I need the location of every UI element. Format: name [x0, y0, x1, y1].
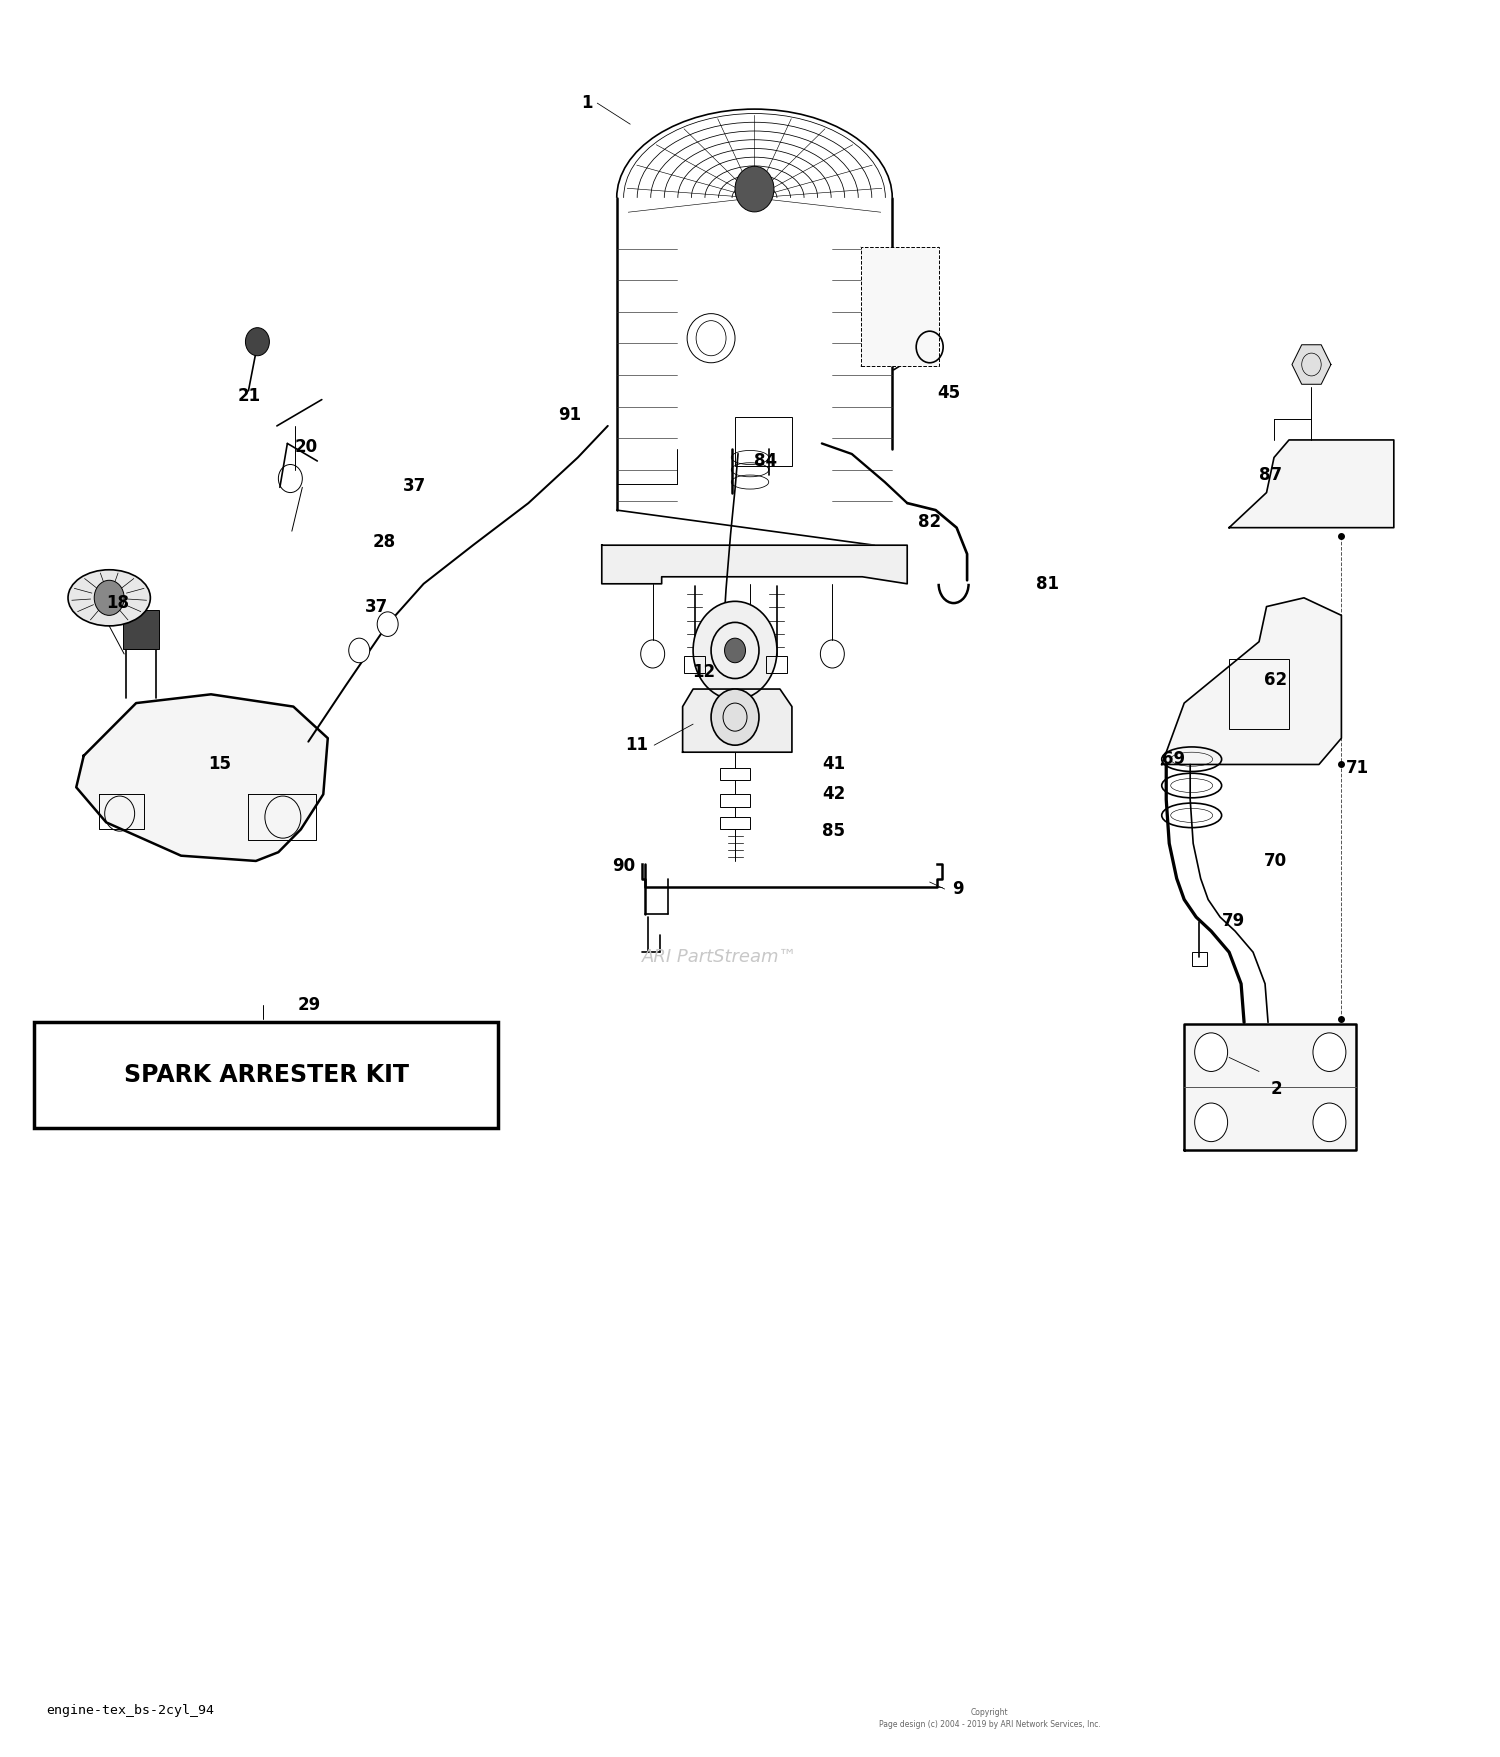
- Circle shape: [348, 638, 369, 662]
- Text: 90: 90: [612, 857, 636, 875]
- Text: 37: 37: [364, 597, 388, 615]
- Text: engine-tex_bs-2cyl_94: engine-tex_bs-2cyl_94: [46, 1704, 214, 1717]
- Circle shape: [1194, 1103, 1227, 1142]
- Bar: [735, 416, 792, 466]
- Text: 11: 11: [626, 736, 648, 754]
- Text: 82: 82: [918, 513, 940, 531]
- Bar: [720, 768, 750, 780]
- Text: 15: 15: [209, 756, 231, 773]
- Text: 79: 79: [1221, 912, 1245, 929]
- Text: SPARK ARRESTER KIT: SPARK ARRESTER KIT: [124, 1063, 410, 1088]
- Polygon shape: [1184, 1024, 1356, 1151]
- Circle shape: [724, 638, 746, 662]
- Text: 20: 20: [296, 437, 318, 457]
- Bar: [720, 817, 750, 829]
- Text: 71: 71: [1346, 759, 1370, 777]
- Text: 37: 37: [402, 476, 426, 494]
- Bar: [34, 1023, 498, 1128]
- Polygon shape: [1292, 344, 1330, 385]
- Text: 21: 21: [238, 387, 261, 406]
- Text: 2: 2: [1270, 1081, 1282, 1098]
- Text: 70: 70: [1263, 852, 1287, 870]
- Text: 9: 9: [952, 880, 963, 898]
- Text: 81: 81: [1036, 575, 1059, 592]
- Circle shape: [1312, 1033, 1346, 1072]
- Text: 1: 1: [582, 95, 592, 112]
- Circle shape: [711, 689, 759, 745]
- Text: 18: 18: [106, 594, 129, 611]
- Text: 69: 69: [1161, 750, 1185, 768]
- Circle shape: [1312, 1103, 1346, 1142]
- Polygon shape: [682, 689, 792, 752]
- Text: 28: 28: [372, 532, 396, 550]
- Text: 84: 84: [754, 452, 777, 469]
- Circle shape: [1194, 1033, 1227, 1072]
- Text: 42: 42: [822, 785, 844, 803]
- Bar: [766, 655, 788, 673]
- Text: 41: 41: [822, 756, 844, 773]
- Circle shape: [246, 327, 270, 355]
- Bar: [684, 655, 705, 673]
- Polygon shape: [1161, 597, 1341, 764]
- Text: Copyright
Page design (c) 2004 - 2019 by ARI Network Services, Inc.: Copyright Page design (c) 2004 - 2019 by…: [879, 1708, 1101, 1729]
- Bar: [861, 248, 939, 365]
- Bar: [720, 794, 750, 806]
- Circle shape: [693, 601, 777, 699]
- Text: 87: 87: [1258, 466, 1282, 483]
- Text: 91: 91: [558, 406, 582, 425]
- Text: 29: 29: [298, 996, 321, 1014]
- Text: 62: 62: [1263, 671, 1287, 689]
- Polygon shape: [1228, 439, 1394, 527]
- Bar: [1228, 659, 1288, 729]
- Text: 12: 12: [693, 662, 715, 680]
- Bar: [1191, 952, 1206, 966]
- Ellipse shape: [68, 569, 150, 625]
- Bar: [123, 610, 159, 648]
- Polygon shape: [76, 694, 328, 861]
- Polygon shape: [602, 545, 908, 583]
- Text: ARI PartStream™: ARI PartStream™: [642, 949, 798, 966]
- Text: 85: 85: [822, 822, 844, 840]
- Circle shape: [735, 167, 774, 213]
- Circle shape: [94, 580, 124, 615]
- Text: 45: 45: [938, 383, 960, 402]
- Circle shape: [376, 611, 398, 636]
